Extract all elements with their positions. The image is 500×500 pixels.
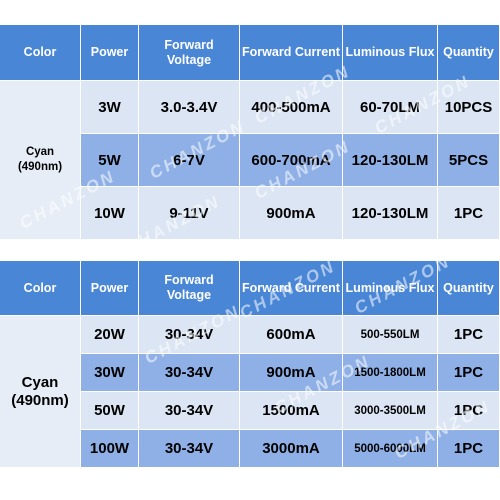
spec-table-2: Color Power Forward Voltage Forward Curr… — [0, 261, 500, 468]
flux-cell: 60-70LM — [343, 81, 438, 134]
quantity-cell: 1PC — [438, 430, 500, 468]
flux-cell: 3000-3500LM — [343, 392, 438, 430]
power-cell: 30W — [81, 354, 139, 392]
flux-cell: 500-550LM — [343, 316, 438, 354]
current-cell: 900mA — [240, 187, 343, 240]
current-cell: 600mA — [240, 316, 343, 354]
flux-cell: 120-130LM — [343, 134, 438, 187]
header-forward-voltage-label: Forward Voltage — [164, 273, 214, 302]
voltage-cell: 30-34V — [139, 354, 240, 392]
quantity-cell: 1PC — [438, 187, 500, 240]
voltage-cell: 30-34V — [139, 316, 240, 354]
table-row: 30W 30-34V 900mA 1500-1800LM 1PC — [0, 354, 500, 392]
header-forward-current: Forward Current — [240, 261, 343, 316]
header-quantity: Quantity — [438, 261, 500, 316]
color-wavelength: (490nm) — [17, 161, 63, 173]
table-row: 5W 6-7V 600-700mA 120-130LM 5PCS — [0, 134, 500, 187]
voltage-cell: 3.0-3.4V — [139, 81, 240, 134]
header-color: Color — [0, 25, 81, 81]
header-forward-voltage-label: Forward Voltage — [164, 37, 214, 67]
table-row: Cyan (490nm) 3W 3.0-3.4V 400-500mA 60-70… — [0, 81, 500, 240]
header-row: Color Power Forward Voltage Forward Curr… — [0, 25, 500, 81]
table-row: Cyan (490nm) 20W 30-34V 600mA 500-550LM … — [0, 316, 500, 468]
flux-cell: 1500-1800LM — [343, 354, 438, 392]
quantity-cell: 1PC — [438, 316, 500, 354]
header-power: Power — [81, 25, 139, 81]
power-cell: 3W — [81, 81, 139, 134]
current-cell: 400-500mA — [240, 81, 343, 134]
spec-table-1: Color Power Forward Voltage Forward Curr… — [0, 25, 500, 240]
header-luminous-flux: Luminous Flux — [343, 261, 438, 316]
color-cell: Cyan (490nm) — [0, 316, 81, 468]
quantity-cell: 1PC — [438, 392, 500, 430]
current-cell: 3000mA — [240, 430, 343, 468]
voltage-cell: 6-7V — [139, 134, 240, 187]
current-cell: 600-700mA — [240, 134, 343, 187]
flux-cell: 5000-6000LM — [343, 430, 438, 468]
header-forward-voltage: Forward Voltage — [139, 25, 240, 81]
current-cell: 1500mA — [240, 392, 343, 430]
header-row: Color Power Forward Voltage Forward Curr… — [0, 261, 500, 316]
quantity-cell: 5PCS — [438, 134, 500, 187]
flux-cell: 120-130LM — [343, 187, 438, 240]
color-wavelength: (490nm) — [11, 391, 69, 409]
header-quantity: Quantity — [438, 25, 500, 81]
power-cell: 5W — [81, 134, 139, 187]
color-name: Cyan — [25, 146, 55, 158]
header-forward-current: Forward Current — [240, 25, 343, 81]
header-luminous-flux: Luminous Flux — [343, 25, 438, 81]
color-cell: Cyan (490nm) — [0, 81, 81, 240]
header-power: Power — [81, 261, 139, 316]
header-forward-voltage: Forward Voltage — [139, 261, 240, 316]
voltage-cell: 30-34V — [139, 392, 240, 430]
power-cell: 100W — [81, 430, 139, 468]
quantity-cell: 1PC — [438, 354, 500, 392]
power-cell: 10W — [81, 187, 139, 240]
current-cell: 900mA — [240, 354, 343, 392]
table-row: 10W 9-11V 900mA 120-130LM 1PC — [0, 187, 500, 240]
voltage-cell: 30-34V — [139, 430, 240, 468]
table-row: 50W 30-34V 1500mA 3000-3500LM 1PC — [0, 392, 500, 430]
voltage-cell: 9-11V — [139, 187, 240, 240]
color-name: Cyan — [21, 373, 59, 391]
header-color: Color — [0, 261, 81, 316]
quantity-cell: 10PCS — [438, 81, 500, 134]
power-cell: 20W — [81, 316, 139, 354]
power-cell: 50W — [81, 392, 139, 430]
table-row: 100W 30-34V 3000mA 5000-6000LM 1PC — [0, 430, 500, 468]
